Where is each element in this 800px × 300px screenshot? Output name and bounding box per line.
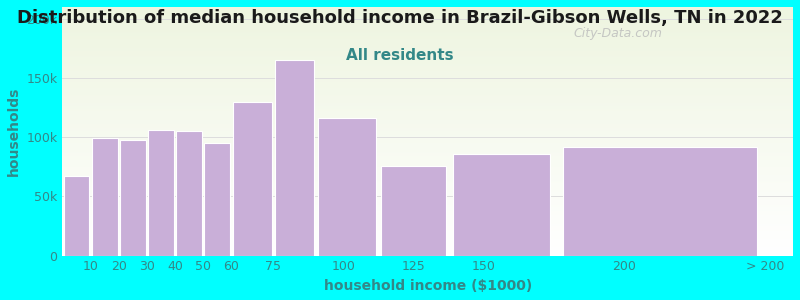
Bar [120,140,146,256]
Bar [176,131,202,256]
Bar [204,143,230,256]
Text: City-Data.com: City-Data.com [574,27,662,40]
Bar [275,60,314,256]
Bar [233,102,271,256]
Bar [92,138,118,256]
Text: All residents: All residents [346,48,454,63]
Bar [453,154,550,256]
Bar [382,166,446,256]
Bar [562,147,757,256]
Bar [148,130,174,256]
Bar [318,118,376,256]
Bar [64,176,90,256]
Text: Distribution of median household income in Brazil-Gibson Wells, TN in 2022: Distribution of median household income … [17,9,783,27]
Y-axis label: households: households [7,87,21,176]
X-axis label: household income ($1000): household income ($1000) [324,279,532,293]
